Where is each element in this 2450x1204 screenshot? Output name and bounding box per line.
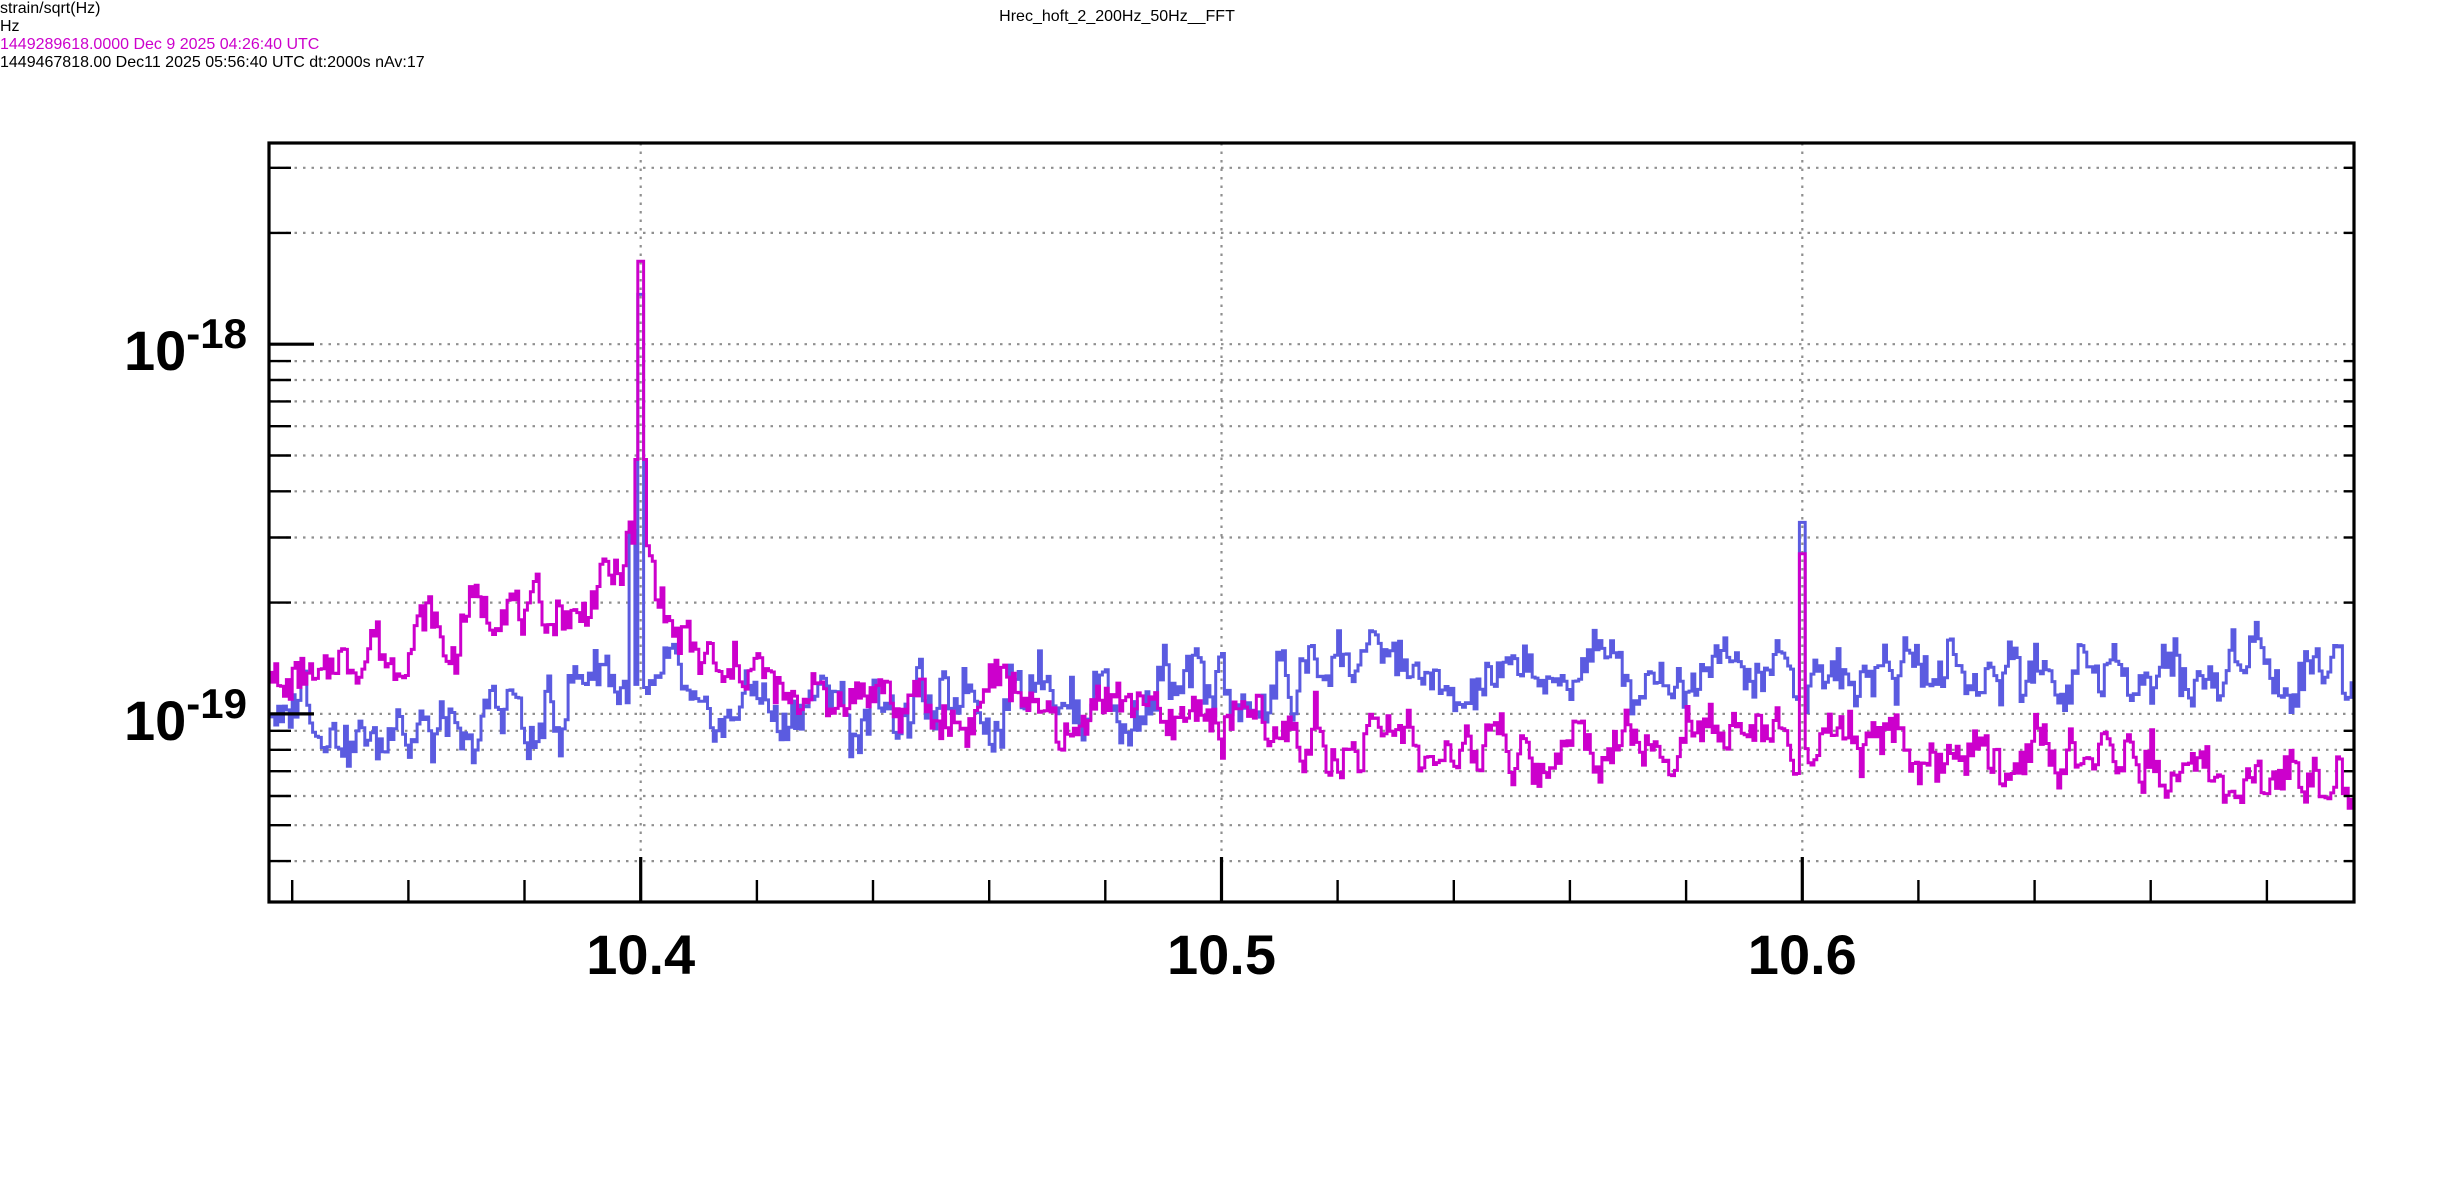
y-axis-title: strain/sqrt(Hz) xyxy=(0,0,101,17)
axis-ticks xyxy=(269,166,2354,902)
chart-title: Hrec_hoft_2_200Hz_50Hz__FFT xyxy=(999,8,1235,25)
y-tick-label-10e-19: 10-19 xyxy=(124,680,247,752)
axis-tick-labels: 10-18 10-19 10.4 10.5 10.6 xyxy=(124,310,1857,986)
fft-trace-spectrum-1449467818 xyxy=(269,292,2354,768)
plot-frame xyxy=(267,141,2356,904)
grid-lines xyxy=(269,143,2354,902)
y-tick-label-10e-18: 10-18 xyxy=(124,310,247,382)
timestamp-line-1: 1449289618.0000 Dec 9 2025 04:26:40 UTC xyxy=(0,36,320,53)
x-axis-unit-label: Hz xyxy=(0,18,20,35)
traces xyxy=(269,259,2354,810)
x-tick-label-10.6: 10.6 xyxy=(1748,923,1857,986)
timestamp-line-2: 1449467818.00 Dec11 2025 05:56:40 UTC dt… xyxy=(0,54,425,71)
x-tick-label-10.4: 10.4 xyxy=(586,923,695,986)
fft-trace-spectrum-1449289618 xyxy=(269,259,2354,810)
x-tick-label-10.5: 10.5 xyxy=(1167,923,1276,986)
